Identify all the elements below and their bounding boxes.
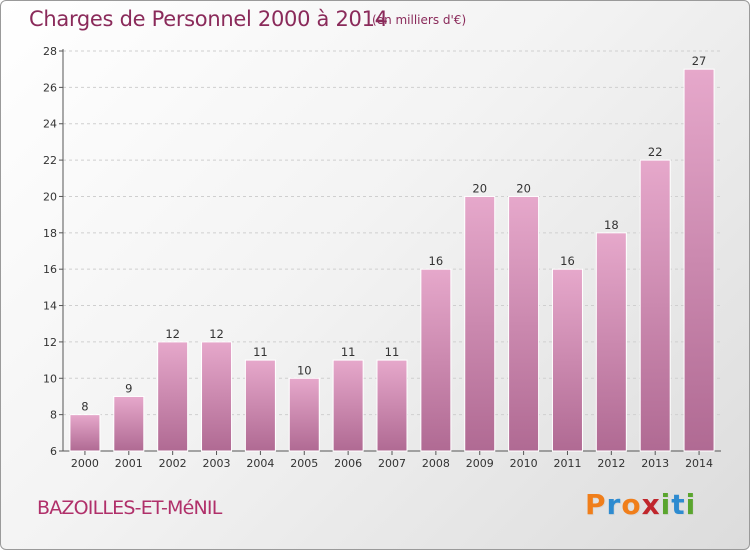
bar: [464, 195, 496, 452]
x-tick-label: 2009: [466, 457, 494, 470]
data-label: 9: [125, 381, 132, 395]
logo-letter: o: [621, 488, 642, 521]
bar: [69, 414, 101, 452]
bar: [551, 268, 583, 452]
y-tick-label: 16: [43, 263, 57, 276]
bar: [244, 359, 276, 452]
bar: [376, 359, 408, 452]
x-tick-label: 2006: [334, 457, 362, 470]
data-label: 20: [516, 181, 531, 195]
y-tick-label: 18: [43, 227, 57, 240]
data-label: 11: [385, 345, 400, 359]
y-tick-label: 8: [50, 409, 57, 422]
y-tick-label: 20: [43, 190, 57, 203]
data-label: 8: [81, 400, 88, 414]
data-label: 10: [297, 363, 312, 377]
commune-name: BAZOILLES-ET-MéNIL: [37, 497, 222, 519]
y-tick-label: 12: [43, 336, 57, 349]
data-label: 20: [472, 181, 487, 195]
data-label: 16: [560, 254, 575, 268]
x-tick-label: 2003: [203, 457, 231, 470]
x-tick-label: 2005: [290, 457, 318, 470]
data-label: 16: [429, 254, 444, 268]
bar: [332, 359, 364, 452]
logo-letter: P: [585, 488, 607, 521]
bar: [157, 341, 189, 452]
x-tick-label: 2002: [159, 457, 187, 470]
x-tick-label: 2013: [641, 457, 669, 470]
y-tick-label: 6: [50, 445, 57, 458]
data-label: 11: [341, 345, 356, 359]
chart-title: Charges de Personnel 2000 à 2014: [29, 7, 388, 31]
y-tick-label: 22: [43, 154, 57, 167]
bar: [288, 377, 320, 452]
data-label: 12: [209, 327, 224, 341]
data-label: 18: [604, 218, 619, 232]
logo-letter: x: [641, 488, 661, 521]
bar: [420, 268, 452, 452]
x-tick-label: 2000: [71, 457, 99, 470]
x-tick-label: 2010: [510, 457, 538, 470]
y-tick-label: 26: [43, 81, 57, 94]
bar: [201, 341, 233, 452]
data-label: 27: [692, 54, 707, 68]
x-tick-label: 2007: [378, 457, 406, 470]
logo-letter: i: [660, 488, 672, 521]
logo-letter: r: [606, 488, 622, 521]
chart-subtitle: (en milliers d'€): [372, 13, 467, 27]
x-tick-label: 2001: [115, 457, 143, 470]
data-label: 22: [648, 145, 663, 159]
logo-letter: i: [685, 488, 697, 521]
proxiti-logo: Proxiti: [585, 488, 696, 521]
x-tick-label: 2008: [422, 457, 450, 470]
y-tick-label: 14: [43, 300, 57, 313]
data-label: 12: [165, 327, 180, 341]
x-tick-label: 2012: [597, 457, 625, 470]
data-label: 11: [253, 345, 268, 359]
bar: [508, 195, 540, 452]
x-tick-label: 2011: [553, 457, 581, 470]
y-tick-label: 24: [43, 118, 57, 131]
bar: [113, 395, 145, 452]
x-tick-label: 2004: [246, 457, 274, 470]
x-tick-label: 2014: [685, 457, 713, 470]
bar: [639, 159, 671, 452]
bar: [595, 232, 627, 452]
y-tick-label: 10: [43, 372, 57, 385]
bar: [683, 68, 715, 452]
logo-letter: t: [671, 488, 686, 521]
y-tick-label: 28: [43, 45, 57, 58]
